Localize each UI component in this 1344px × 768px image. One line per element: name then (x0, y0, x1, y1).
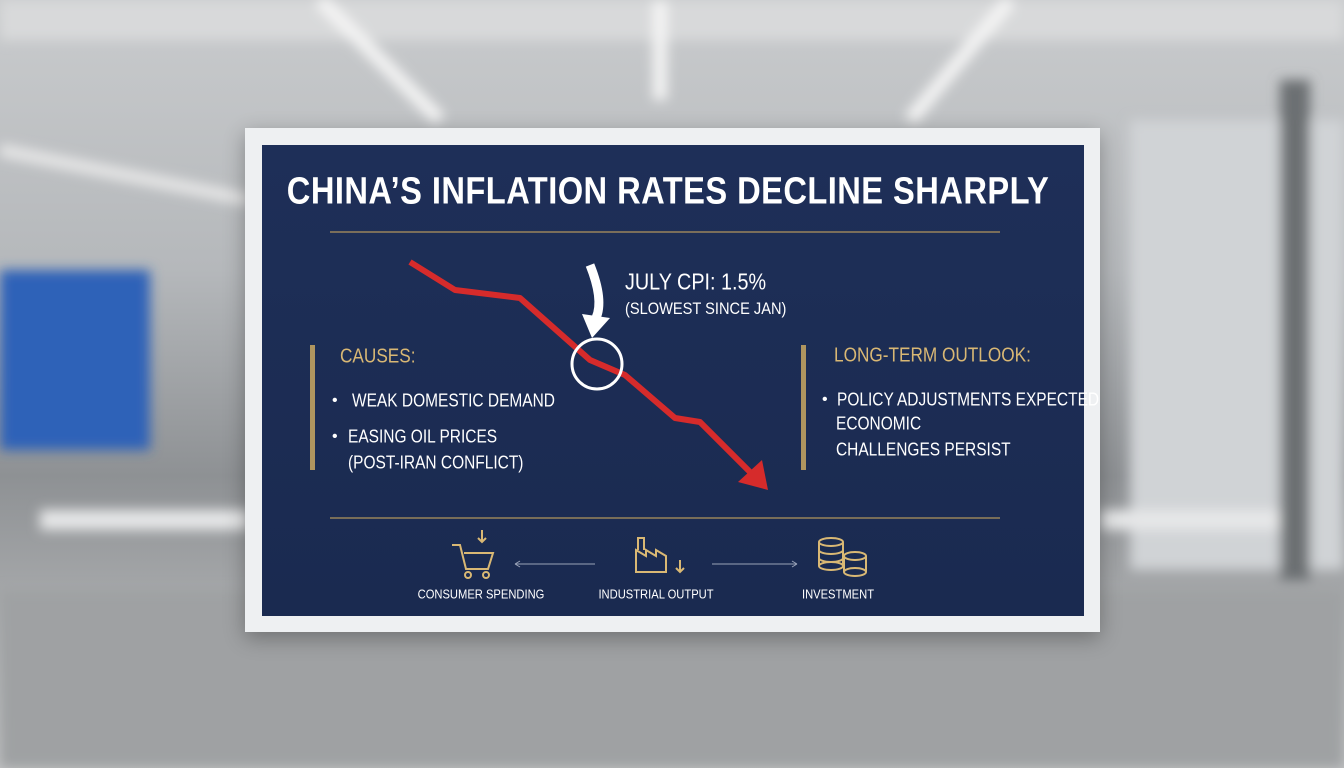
callout-text: JULY CPI: 1.5% (625, 268, 767, 295)
cause-item-text: WEAK DOMESTIC DEMAND (352, 390, 555, 411)
footer-label: INDUSTRIAL OUTPUT (598, 586, 714, 602)
heading-text: CAUSES: (340, 345, 416, 368)
bullet: • (822, 391, 828, 408)
bullet: • (332, 392, 338, 409)
title: CHINA’S INFLATION RATES DECLINE SHARPLY (286, 170, 1050, 213)
cause-item: (POST-IRAN CONFLICT) (348, 453, 552, 474)
cause-item-text: (POST-IRAN CONFLICT) (348, 452, 524, 473)
outlook-item-text: CHALLENGES PERSIST (836, 439, 1011, 460)
callout-note: (SLOWEST SINCE JAN) (625, 299, 813, 319)
outlook-heading: LONG-TERM OUTLOOK: (834, 345, 1063, 368)
callout-headline: JULY CPI: 1.5% (625, 269, 789, 296)
heading-text: LONG-TERM OUTLOOK: (834, 344, 1031, 367)
outlook-item: CHALLENGES PERSIST (836, 440, 1039, 461)
footer-label: CONSUMER SPENDING (417, 586, 545, 602)
footer-label: INVESTMENT (801, 586, 875, 602)
board (262, 145, 1084, 616)
callout-note-text: (SLOWEST SINCE JAN) (625, 299, 787, 318)
outlook-item-text: ECONOMIC (836, 413, 922, 434)
outlook-item: ECONOMIC (836, 414, 935, 435)
causes-heading: CAUSES: (340, 346, 428, 369)
cause-item: EASING OIL PRICES (348, 427, 521, 448)
outlook-item-text: POLICY ADJUSTMENTS EXPECTED (837, 389, 1100, 410)
bullet: • (332, 428, 338, 445)
cause-item: WEAK DOMESTIC DEMAND (352, 391, 588, 412)
outlook-item: POLICY ADJUSTMENTS EXPECTED (837, 390, 1142, 411)
cause-item-text: EASING OIL PRICES (348, 426, 498, 447)
